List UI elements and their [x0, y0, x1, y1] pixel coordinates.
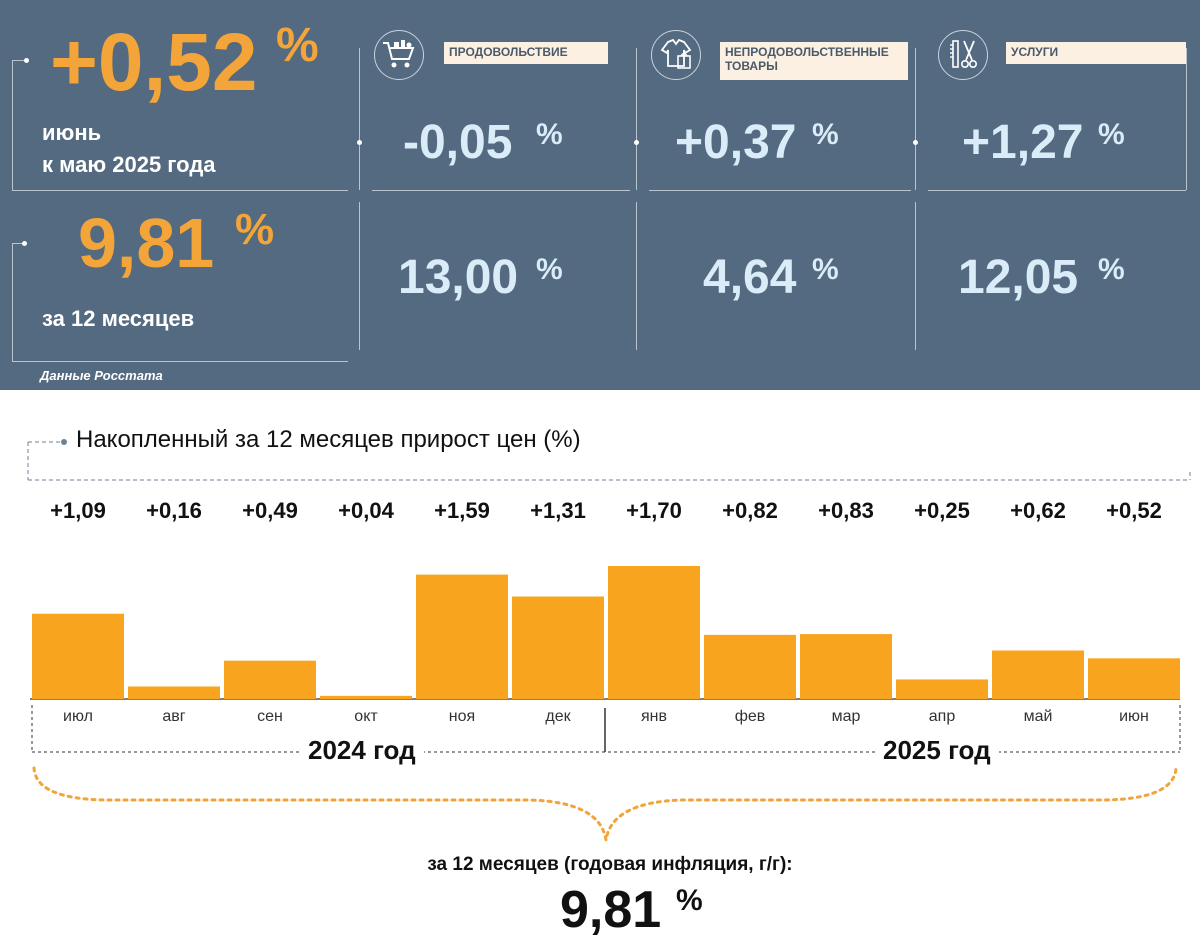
annual-percent-sign: % — [235, 205, 275, 254]
bar-апр — [896, 679, 988, 699]
frame-line — [928, 190, 1186, 191]
bar-мар — [800, 634, 892, 699]
frame-line — [12, 190, 348, 191]
frame-dot — [913, 140, 918, 145]
services-annual-percent-sign: % — [1098, 253, 1125, 286]
food-monthly-value: -0,05 — [403, 116, 513, 169]
frame-line — [12, 361, 348, 362]
month-label-апр: апр — [928, 708, 956, 725]
bar-июн — [1088, 658, 1180, 699]
frame-line — [1186, 48, 1187, 190]
value-label-ноя: +1,59 — [434, 498, 490, 523]
frame-dot — [634, 140, 639, 145]
month-label-июн: июн — [1119, 708, 1149, 725]
value-label-мар: +0,83 — [818, 498, 874, 523]
month-label-янв: янв — [641, 708, 667, 725]
monthly-value: +0,52 — [50, 17, 258, 108]
month-label-июл: июл — [63, 708, 93, 725]
category-label-nonfood: НЕПРОДОВОЛЬСТВЕННЫЕ ТОВАРЫ — [720, 42, 908, 80]
year-label-2024: 2024 год — [300, 735, 424, 766]
month-label-фев: фев — [734, 708, 766, 725]
frame-line — [915, 48, 916, 190]
frame-line — [12, 243, 24, 244]
frame-line — [359, 202, 360, 350]
value-label-сен: +0,49 — [242, 498, 298, 523]
value-label-фев: +0,82 — [722, 498, 778, 523]
bar-дек — [512, 596, 604, 699]
services-monthly-value: +1,27 — [962, 116, 1084, 169]
bar-фев — [704, 634, 796, 699]
bar-окт — [320, 695, 412, 699]
frame-dot — [22, 241, 27, 246]
bar-янв — [608, 566, 700, 699]
annual-caption: за 12 месяцев — [42, 306, 195, 331]
frame-line — [636, 202, 637, 350]
month-label-дек: дек — [545, 708, 571, 725]
services-annual-value: 12,05 — [958, 251, 1079, 304]
food-annual-value: 13,00 — [398, 251, 519, 304]
month-label-сен: сен — [257, 708, 283, 725]
month-label-авг: авг — [162, 708, 186, 725]
nonfood-annual-percent-sign: % — [812, 253, 839, 286]
summary-panel: +0,52 % июнь к маю 2025 года 9,81 % за 1… — [0, 0, 1200, 390]
clothing-icon — [651, 30, 701, 80]
value-label-июл: +1,09 — [50, 498, 106, 523]
category-label-services: УСЛУГИ — [1006, 42, 1186, 64]
frame-dot — [24, 58, 29, 63]
nonfood-monthly-percent-sign: % — [812, 118, 839, 151]
services-monthly-percent-sign: % — [1098, 118, 1125, 151]
bar-авг — [128, 686, 220, 699]
year-label-2025: 2025 год — [875, 735, 999, 766]
value-label-дек: +1,31 — [530, 498, 586, 523]
value-label-май: +0,62 — [1010, 498, 1066, 523]
value-label-июн: +0,52 — [1106, 498, 1162, 523]
bar-сен — [224, 660, 316, 699]
frame-line — [12, 60, 13, 190]
bar-ноя — [416, 574, 508, 699]
frame-line — [649, 190, 911, 191]
value-label-авг: +0,16 — [146, 498, 202, 523]
month-label-ноя: ноя — [448, 708, 476, 725]
value-label-окт: +0,04 — [338, 498, 394, 523]
month-label-окт: окт — [354, 708, 378, 725]
annual-inflation-percent-sign: % — [676, 884, 703, 917]
source-note: Данные Росстата — [40, 368, 163, 383]
monthly-percent-sign: % — [276, 19, 319, 72]
frame-line — [12, 60, 26, 61]
value-label-апр: +0,25 — [914, 498, 970, 523]
monthly-caption-line2: к маю 2025 года — [42, 152, 216, 177]
food-annual-percent-sign: % — [536, 253, 563, 286]
value-label-янв: +1,70 — [626, 498, 682, 523]
month-label-мар: мар — [831, 708, 861, 725]
nonfood-monthly-value: +0,37 — [675, 116, 797, 169]
annual-inflation-value: 9,81 — [560, 881, 662, 939]
shopping-cart-icon — [374, 30, 424, 80]
chart-title: Накопленный за 12 месяцев прирост цен (%… — [76, 426, 581, 453]
bar-май — [992, 650, 1084, 699]
nonfood-annual-value: 4,64 — [703, 251, 797, 304]
bar-июл — [32, 613, 124, 699]
annual-value: 9,81 — [78, 204, 215, 282]
scissors-comb-icon — [938, 30, 988, 80]
category-label-food: ПРОДОВОЛЬСТВИЕ — [444, 42, 608, 64]
monthly-caption-line1: июнь — [42, 120, 102, 145]
frame-dot — [357, 140, 362, 145]
frame-line — [915, 202, 916, 350]
frame-line — [12, 243, 13, 361]
food-monthly-percent-sign: % — [536, 118, 563, 151]
frame-line — [372, 190, 630, 191]
frame-line — [359, 48, 360, 190]
month-label-май: май — [1023, 708, 1053, 725]
frame-line — [636, 48, 637, 190]
annual-inflation-caption: за 12 месяцев (годовая инфляция, г/г): — [427, 854, 793, 875]
